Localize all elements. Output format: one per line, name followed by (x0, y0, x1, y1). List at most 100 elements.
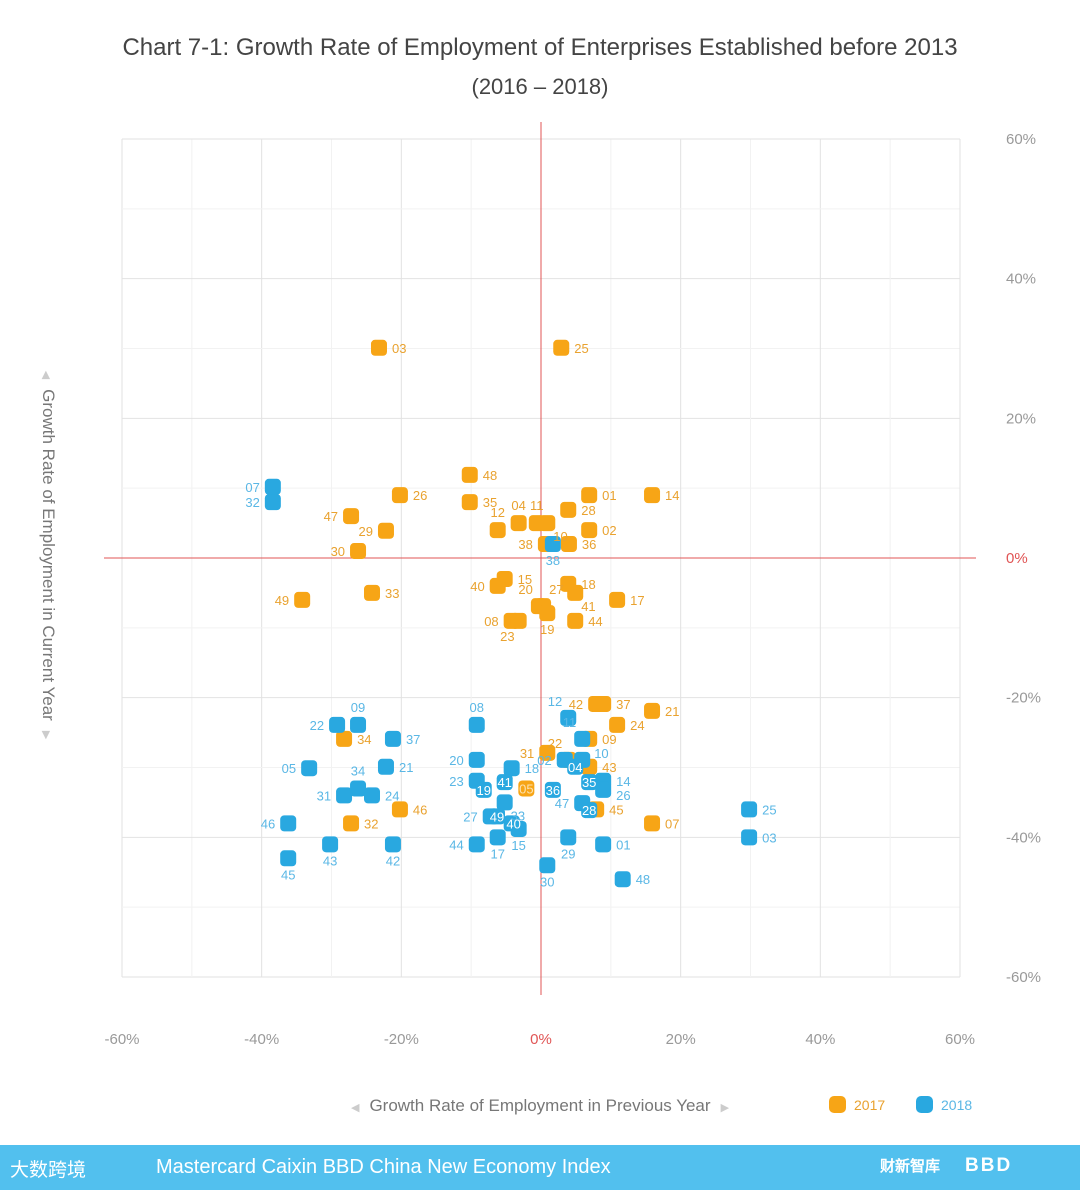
point-label-2018-15: 15 (511, 838, 525, 853)
point-label-2017-43: 43 (602, 760, 616, 775)
point-label-2017-30: 30 (331, 544, 345, 559)
point-label-2017-26: 26 (413, 488, 427, 503)
point-label-2018-25: 25 (762, 802, 776, 817)
data-point-2018-24 (364, 787, 381, 804)
x-tick-label: 60% (945, 1031, 975, 1048)
data-point-2018-42 (384, 836, 401, 853)
point-label-2018-26: 26 (616, 788, 630, 803)
point-label-2017-09: 09 (602, 732, 616, 747)
point-label-2017-35: 35 (483, 495, 497, 510)
point-label-2017-25: 25 (574, 341, 588, 356)
footer-text: Mastercard Caixin BBD China New Economy … (156, 1156, 611, 1178)
y-tick-label: -20% (1006, 690, 1041, 707)
footer-bar: 大数跨境 Mastercard Caixin BBD China New Eco… (0, 1145, 1080, 1190)
data-point-2017-33 (364, 584, 381, 601)
y-tick-label: 40% (1006, 271, 1036, 288)
point-label-2017-01: 01 (602, 488, 616, 503)
y-axis-title: ◀ Growth Rate of Employment in Current Ye… (38, 361, 58, 750)
point-label-2017-04: 04 (511, 498, 525, 513)
point-label-2018-45: 45 (281, 867, 295, 882)
point-label-2017-24: 24 (630, 718, 644, 733)
legend-swatch (829, 1096, 846, 1113)
data-point-2018-04 (567, 758, 584, 775)
point-label-2018-11: 11 (563, 715, 577, 730)
data-point-2018-05 (301, 760, 318, 777)
point-label-2017-37: 37 (616, 697, 630, 712)
data-point-2018-35 (581, 774, 598, 791)
data-point-2017-34 (336, 730, 353, 747)
point-label-2018-03: 03 (762, 830, 776, 845)
point-label-2018-35: 35 (582, 775, 596, 790)
data-point-2018-38 (544, 536, 561, 553)
data-point-2017-03 (370, 339, 387, 356)
point-label-2018-29: 29 (561, 846, 575, 861)
data-point-2018-46 (280, 815, 297, 832)
data-point-2018-15 (510, 820, 527, 837)
point-label-2017-31: 31 (520, 746, 534, 761)
point-label-2017-32: 32 (364, 816, 378, 831)
point-label-2017-47: 47 (324, 509, 338, 524)
data-point-2018-07 (264, 478, 281, 495)
point-label-2018-49: 49 (490, 809, 504, 824)
arrow-right-icon: ▶ (720, 1102, 730, 1114)
data-point-2018-25 (741, 801, 758, 818)
data-point-2018-08 (468, 716, 485, 733)
data-point-2018-41 (496, 774, 513, 791)
data-point-2017-40 (489, 577, 506, 594)
data-point-2018-09 (350, 716, 367, 733)
data-point-2017-24 (609, 716, 626, 733)
logo-caixin: 财新智库 (880, 1158, 941, 1175)
point-label-2017-42: 42 (569, 697, 583, 712)
point-label-2017-12: 12 (490, 505, 504, 520)
data-point-2017-01 (581, 487, 598, 504)
data-point-2017-37 (595, 695, 612, 712)
chart-subtitle: (2016 – 2018) (471, 74, 609, 99)
data-point-2017-04 (510, 515, 527, 532)
point-label-2018-44: 44 (449, 837, 463, 852)
point-label-2018-47: 47 (555, 796, 569, 811)
data-point-2017-21 (644, 702, 661, 719)
point-label-2017-17: 17 (630, 593, 644, 608)
legend-label: 2018 (941, 1096, 973, 1113)
legend-swatch (916, 1096, 933, 1113)
data-point-2017-41 (567, 584, 584, 601)
point-label-2018-24: 24 (385, 788, 399, 803)
data-point-2017-31 (539, 744, 556, 761)
point-label-2017-21: 21 (665, 704, 679, 719)
data-point-2018-18 (503, 760, 520, 777)
data-point-2018-49 (489, 808, 506, 825)
point-label-2017-44: 44 (588, 614, 602, 629)
point-label-2018-07: 07 (245, 480, 259, 495)
data-point-2018-43 (322, 836, 339, 853)
point-label-2018-37: 37 (406, 732, 420, 747)
data-point-2017-05 (518, 780, 535, 797)
point-label-2018-32: 32 (245, 495, 259, 510)
y-tick-label: -60% (1006, 969, 1041, 986)
scatter-plot: -60% -40% -20% 0% 20% 40% 60% 60% 40% 20% 0% -20% -4… (104, 122, 1041, 1048)
point-label-2017-33: 33 (385, 586, 399, 601)
point-label-2018-46: 46 (261, 816, 275, 831)
data-point-2018-26 (595, 781, 612, 798)
data-point-2017-25 (553, 339, 570, 356)
point-label-2017-15: 15 (518, 572, 532, 587)
data-point-2018-48 (614, 871, 631, 888)
point-label-2017-36: 36 (582, 537, 596, 552)
point-label-2017-11: 11 (530, 498, 544, 513)
data-point-2017-07 (644, 815, 661, 832)
point-label-2018-43: 43 (323, 853, 337, 868)
point-label-2017-27: 27 (549, 582, 563, 597)
data-point-2018-20 (468, 751, 485, 768)
x-tick-label: 0% (530, 1031, 552, 1048)
point-label-2018-48: 48 (636, 872, 650, 887)
data-point-2018-12 (560, 709, 577, 726)
data-point-2018-44 (468, 836, 485, 853)
x-axis-title-text: Growth Rate of Employment in Previous Ye… (369, 1096, 711, 1115)
data-point-2017-46 (391, 801, 408, 818)
point-label-2018-36: 36 (546, 783, 560, 798)
data-point-2018-03 (741, 829, 758, 846)
data-point-2017-30 (350, 543, 367, 560)
point-label-2018-04: 04 (568, 760, 582, 775)
point-label-2017-40: 40 (470, 579, 484, 594)
point-label-2018-05: 05 (282, 761, 296, 776)
logo-bbd: BBD (965, 1155, 1013, 1176)
